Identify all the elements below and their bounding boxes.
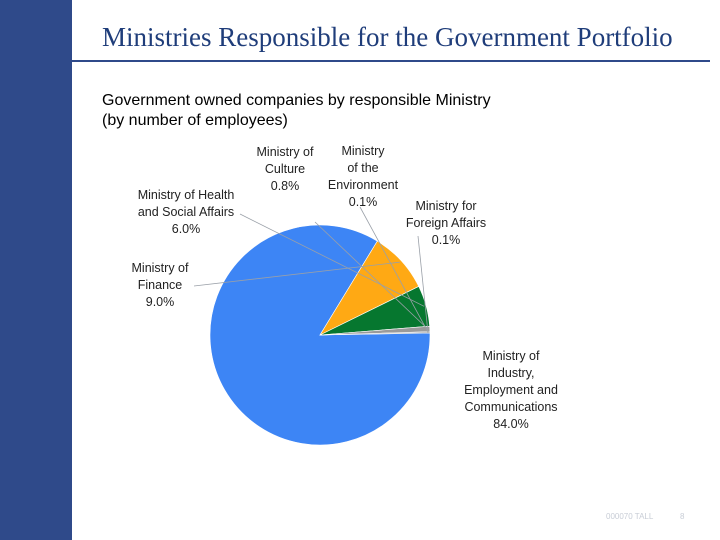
leader-line-3 xyxy=(239,213,425,307)
slice-value-4: 0.8% xyxy=(271,179,300,193)
slice-label-line: Ministry xyxy=(341,144,385,158)
slice-value-5: 0.1% xyxy=(349,195,378,209)
leader-line-4 xyxy=(314,221,429,330)
slice-label-line: Culture xyxy=(265,162,305,176)
slice-value-1: 84.0% xyxy=(493,417,528,431)
title-divider xyxy=(24,60,710,62)
chart-title: Government owned companies by responsibl… xyxy=(102,91,491,131)
slice-label-line: Ministry of xyxy=(257,145,314,159)
slice-label-line: Ministry for xyxy=(415,199,476,213)
slice-label-line: Industry, xyxy=(487,366,534,380)
slice-value-3: 6.0% xyxy=(172,222,201,236)
slice-label-line: Finance xyxy=(138,278,183,292)
chart-title-line-1: Government owned companies by responsibl… xyxy=(102,92,491,109)
chart-title-line-2: (by number of employees) xyxy=(102,112,288,129)
pie-slice-6 xyxy=(319,332,431,336)
page-number: 8 xyxy=(680,512,685,521)
slice-label-6: Ministry for Foreign Affairs 0.1% xyxy=(406,199,486,247)
slice-label-line: Foreign Affairs xyxy=(406,216,486,230)
footer-code: 000070 TALL xyxy=(606,512,654,521)
slice-value-2: 9.0% xyxy=(146,295,175,309)
slice-label-line: Ministry of xyxy=(132,261,189,275)
slice-label-line: Ministry of Health xyxy=(138,188,235,202)
slice-label-3: Ministry of Health and Social Affairs 6.0% xyxy=(138,188,235,236)
slice-label-line: Ministry of xyxy=(483,349,540,363)
slice-label-line: Communications xyxy=(464,400,557,414)
sidebar-band xyxy=(0,0,72,540)
leader-line-2 xyxy=(193,261,400,287)
slice-label-1: Ministry of Industry, Employment and Commun… xyxy=(464,349,558,431)
slice-label-line: and Social Affairs xyxy=(138,205,234,219)
slice-label-line: Employment and xyxy=(464,383,558,397)
slide-title: Ministries Responsible for the Governmen… xyxy=(102,22,673,52)
slice-label-5: Ministry of the Environment 0.1% xyxy=(328,144,399,209)
leader-line-6 xyxy=(417,235,429,333)
slice-value-6: 0.1% xyxy=(432,233,461,247)
slice-label-4: Ministry of Culture 0.8% xyxy=(257,145,314,193)
slice-label-line: Environment xyxy=(328,178,399,192)
slice-label-line: of the xyxy=(347,161,378,175)
leader-line-5 xyxy=(359,206,429,333)
slice-label-2: Ministry of Finance 9.0% xyxy=(132,261,189,309)
